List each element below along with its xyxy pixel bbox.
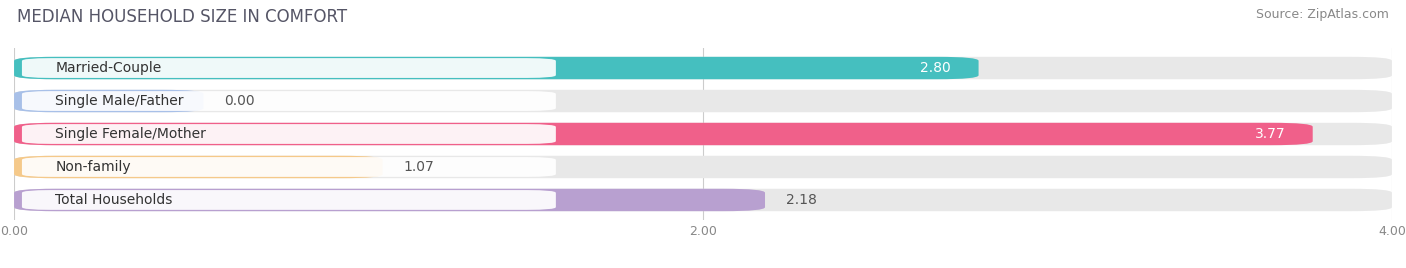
FancyBboxPatch shape — [14, 123, 1392, 145]
FancyBboxPatch shape — [14, 123, 1313, 145]
Text: MEDIAN HOUSEHOLD SIZE IN COMFORT: MEDIAN HOUSEHOLD SIZE IN COMFORT — [17, 8, 347, 26]
Text: 2.80: 2.80 — [921, 61, 950, 75]
FancyBboxPatch shape — [22, 124, 555, 144]
Text: 2.18: 2.18 — [786, 193, 817, 207]
Text: Non-family: Non-family — [55, 160, 131, 174]
Text: Married-Couple: Married-Couple — [55, 61, 162, 75]
FancyBboxPatch shape — [14, 156, 1392, 178]
FancyBboxPatch shape — [14, 57, 979, 79]
FancyBboxPatch shape — [14, 156, 382, 178]
Text: Single Male/Father: Single Male/Father — [55, 94, 184, 108]
FancyBboxPatch shape — [22, 58, 555, 78]
FancyBboxPatch shape — [14, 90, 204, 112]
FancyBboxPatch shape — [22, 91, 555, 111]
Text: Source: ZipAtlas.com: Source: ZipAtlas.com — [1256, 8, 1389, 21]
FancyBboxPatch shape — [22, 157, 555, 177]
Text: Total Households: Total Households — [55, 193, 173, 207]
FancyBboxPatch shape — [14, 57, 1392, 79]
FancyBboxPatch shape — [22, 190, 555, 210]
FancyBboxPatch shape — [14, 90, 1392, 112]
Text: Single Female/Mother: Single Female/Mother — [55, 127, 207, 141]
Text: 3.77: 3.77 — [1254, 127, 1285, 141]
Text: 0.00: 0.00 — [224, 94, 254, 108]
FancyBboxPatch shape — [14, 189, 765, 211]
Text: 1.07: 1.07 — [404, 160, 434, 174]
FancyBboxPatch shape — [14, 189, 1392, 211]
